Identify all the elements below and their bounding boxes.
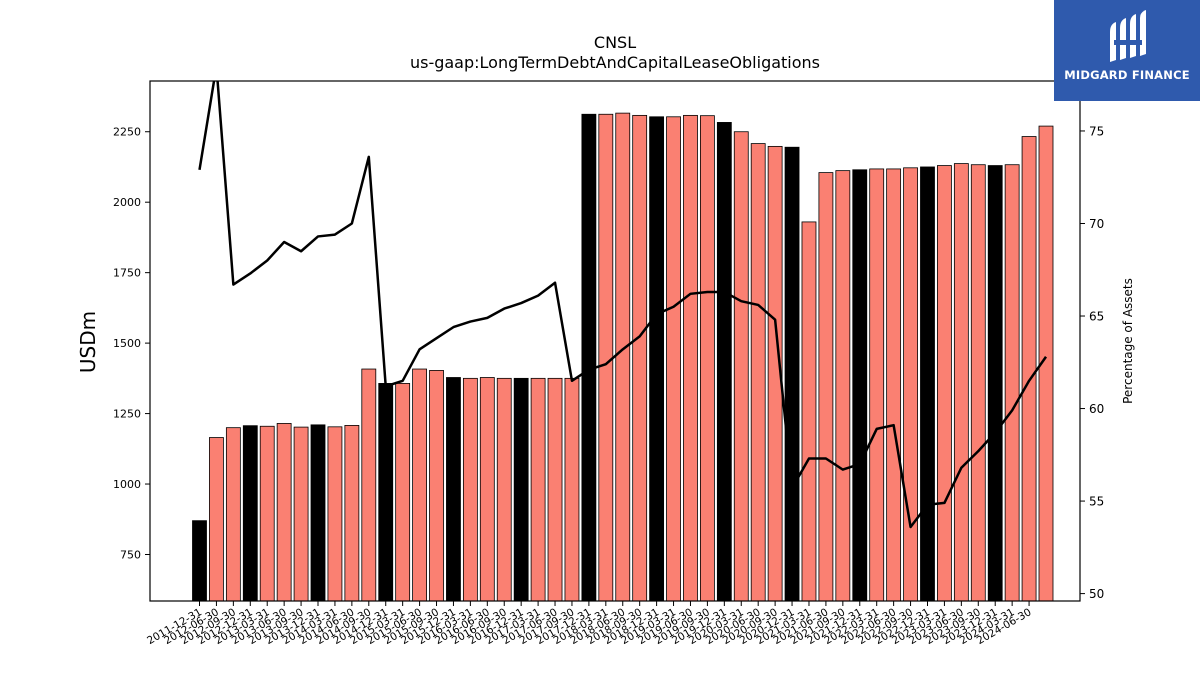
bar: [1021, 136, 1037, 602]
series-line: [198, 81, 1048, 529]
bar: [987, 165, 1003, 602]
bar: [581, 113, 597, 602]
y-tick-label: 1750: [113, 267, 141, 280]
bar: [378, 383, 394, 602]
bar: [937, 165, 952, 602]
bar: [209, 437, 224, 602]
bar: [446, 377, 461, 602]
y2-tick-label: 75: [1089, 124, 1104, 138]
bar: [598, 113, 614, 602]
bar: [632, 114, 648, 602]
chart-subtitle: us-gaap:LongTermDebtAndCapitalLeaseOblig…: [409, 53, 821, 72]
bar: [276, 423, 292, 602]
brand-logo: MIDGARD FINANCE: [1054, 0, 1200, 101]
bar: [801, 221, 817, 602]
y2-tick-label: 50: [1089, 587, 1104, 601]
y2-tick-label: 55: [1089, 495, 1104, 509]
bar: [784, 146, 800, 602]
y-tick-label: 750: [120, 548, 141, 561]
chart-title: CNSL: [593, 33, 637, 52]
y2-tick-label: 70: [1089, 217, 1104, 231]
y-tick-label: 2250: [113, 126, 141, 139]
y-tick-label: 2000: [113, 196, 141, 209]
bar: [750, 143, 766, 602]
bar: [649, 116, 665, 602]
y2-tick-label: 65: [1089, 310, 1104, 324]
midgard-logo-icon: [1110, 10, 1146, 62]
y2-axis-label: Percentage of Assets: [1121, 278, 1135, 404]
bar: [310, 424, 326, 602]
y2-tick-label: 60: [1089, 402, 1104, 416]
bar: [429, 370, 444, 602]
bar: [344, 425, 360, 602]
bar: [716, 122, 732, 602]
bar: [496, 377, 512, 602]
bar: [412, 368, 427, 602]
plot-frame: [149, 80, 1081, 602]
bar: [513, 377, 529, 602]
bar: [818, 172, 834, 602]
bar: [564, 377, 580, 602]
bar: [293, 426, 309, 602]
bar: [970, 164, 986, 602]
bar: [395, 383, 411, 602]
y-axis-label: USDm: [76, 310, 100, 374]
bar: [462, 377, 478, 602]
y-tick-label: 1000: [113, 478, 141, 491]
bar: [953, 163, 969, 602]
bar: [700, 115, 715, 602]
bar: [327, 426, 343, 602]
bar: [225, 427, 241, 602]
bar: [479, 377, 495, 602]
bar: [666, 116, 681, 602]
bar: [530, 377, 546, 602]
logo-text: MIDGARD FINANCE: [1064, 68, 1190, 82]
bar: [852, 169, 868, 602]
bar: [683, 114, 698, 602]
y-tick-label: 1500: [113, 337, 141, 350]
bar: [869, 168, 885, 602]
bar: [615, 112, 631, 602]
y-tick-label: 1250: [113, 408, 141, 421]
bar: [259, 425, 275, 602]
bar: [242, 425, 258, 602]
bar: [192, 520, 207, 602]
bar: [835, 170, 851, 602]
bar: [920, 166, 935, 602]
bar: [733, 131, 749, 602]
bar: [903, 167, 918, 602]
bar: [1004, 164, 1020, 602]
bar: [547, 377, 563, 602]
bar: [886, 168, 902, 602]
bar: [361, 368, 377, 602]
